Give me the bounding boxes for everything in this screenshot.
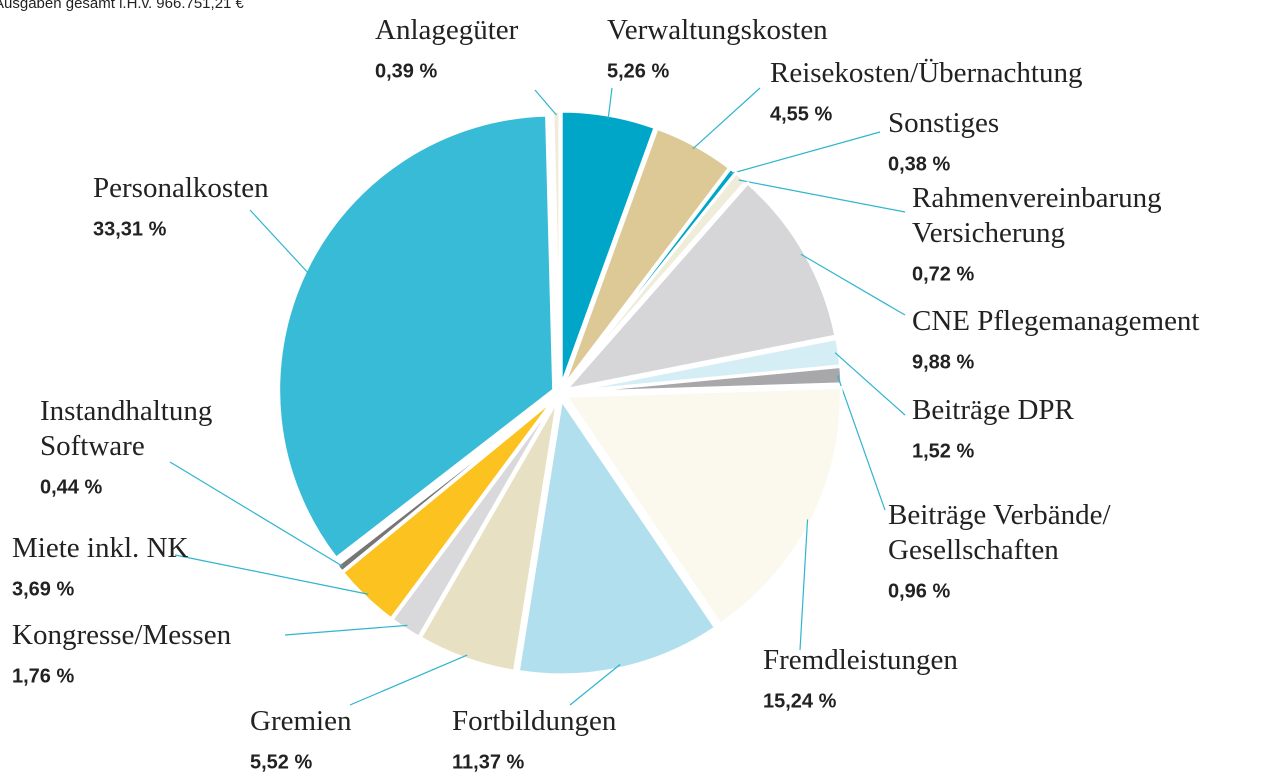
value-label: 9,88 % — [912, 351, 974, 373]
leader-line — [249, 209, 310, 275]
value-label: 1,76 % — [12, 665, 74, 687]
value-label: 0,39 % — [375, 60, 437, 82]
slice-label: Anlagegüter — [375, 14, 519, 46]
chart-title: Ausgaben gesamt i.H.v. 966.751,21 € — [0, 0, 245, 12]
leader-line — [169, 461, 343, 567]
leader-line — [834, 352, 906, 416]
value-label: 1,52 % — [912, 440, 974, 462]
slice-label: Rahmenvereinbarung Versicherung — [912, 182, 1162, 249]
pie-slice — [562, 180, 838, 392]
slice-label: Kongresse/Messen — [12, 619, 232, 651]
leader-line — [738, 179, 906, 213]
leader-line — [730, 131, 881, 175]
slice-label: Fremdleistungen — [763, 644, 958, 676]
leader-line — [836, 375, 886, 511]
slice-label: Fortbildungen — [452, 705, 617, 737]
value-label: 0,96 % — [888, 580, 950, 602]
pie-slice — [566, 364, 844, 395]
pie-slice — [563, 385, 843, 627]
slice-label: Beiträge Verbände/Gesellschaften — [888, 499, 1111, 566]
leader-line — [349, 654, 468, 706]
leader-line — [800, 253, 906, 316]
value-label: 0,38 % — [888, 153, 950, 175]
value-label: 33,31 % — [93, 218, 167, 240]
value-label: 3,69 % — [12, 578, 74, 600]
leader-line — [284, 624, 408, 636]
value-label: 0,44 % — [40, 476, 102, 498]
leader-line — [534, 89, 557, 116]
leader-line — [569, 663, 621, 706]
slice-label: Reisekosten/Übernachtung — [770, 57, 1082, 89]
slice-label: Verwaltungskosten — [607, 14, 828, 46]
slice-label: Personalkosten — [93, 172, 269, 204]
pie-slice — [516, 395, 718, 677]
value-label: 11,37 % — [452, 751, 525, 773]
pie-slice — [334, 396, 556, 574]
value-label: 5,26 % — [607, 60, 669, 82]
slice-label: Beiträge DPR — [912, 394, 1075, 426]
leader-line — [799, 519, 809, 651]
value-label: 5,52 % — [250, 751, 312, 773]
slice-label: Miete inkl. NK — [12, 532, 188, 564]
value-label: 15,24 % — [763, 690, 837, 712]
slice-label: CNE Pflegemanagement — [912, 305, 1200, 337]
leader-line — [607, 87, 613, 120]
leader-line — [174, 554, 369, 595]
leader-line — [692, 87, 761, 150]
pie-slice — [277, 113, 556, 561]
slice-label: Gremien — [250, 705, 352, 737]
value-label: 4,55 % — [770, 103, 832, 125]
pie-slice — [418, 398, 560, 673]
slice-label: Instandhaltung Software — [40, 395, 212, 462]
slice-label: Sonstiges — [888, 107, 999, 139]
value-label: 0,72 % — [912, 263, 974, 285]
